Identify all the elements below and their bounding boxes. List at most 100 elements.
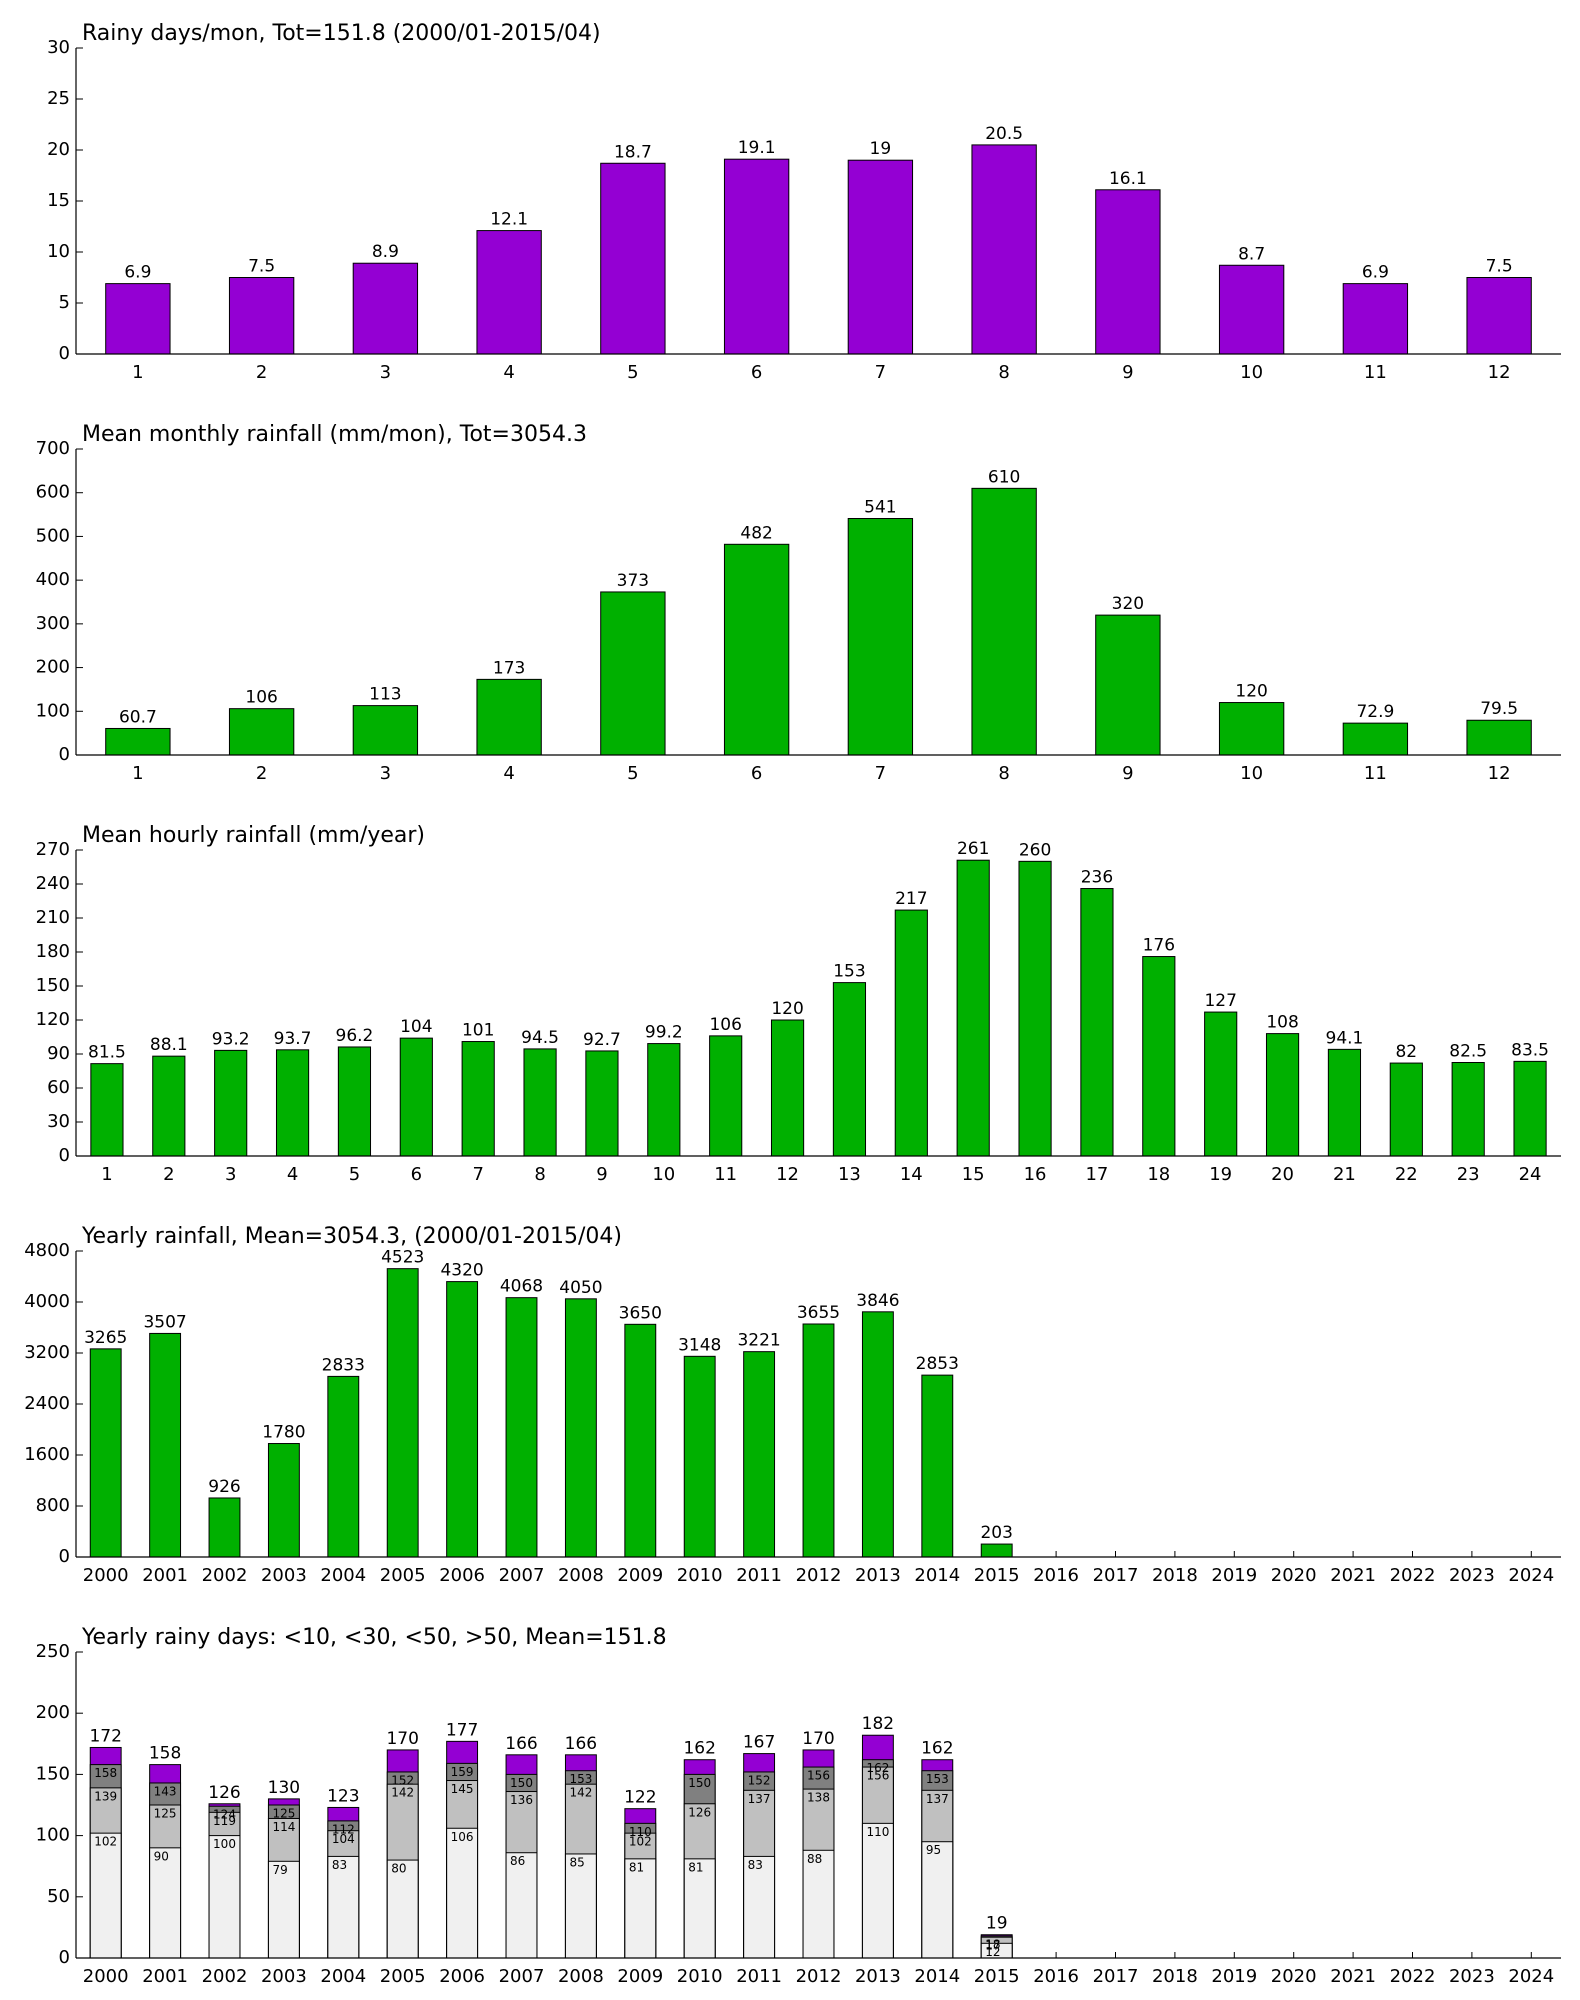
y-tick-label: 240 [36,873,70,894]
x-tick-label: 18 [1147,1164,1170,1185]
value-label: 137 [748,1792,771,1806]
bar [564,1298,597,1558]
value-label: 104 [400,1017,432,1037]
x-tick-label: 2018 [1152,1966,1198,1987]
x-tick-label: 4 [503,763,514,784]
bar [214,1049,248,1157]
x-tick-label: 2001 [142,1565,188,1586]
x-tick-label: 8 [998,362,1009,383]
bar [1466,277,1532,355]
value-label: 126 [208,1783,240,1803]
value-label: 7.5 [248,257,275,277]
x-tick-label: 22 [1395,1164,1418,1185]
value-label: 172 [89,1726,121,1746]
bar [1204,1011,1238,1157]
x-tick-label: 2014 [914,1966,960,1987]
value-label: 94.1 [1326,1028,1364,1048]
value-label: 3655 [797,1303,840,1323]
value-label: 12.1 [490,210,528,230]
x-tick-label: 2022 [1390,1565,1436,1586]
bar [723,543,790,756]
x-tick-label: 2000 [83,1966,129,1987]
value-label: 126 [688,1805,711,1819]
value-label: 104 [332,1832,355,1846]
x-tick-label: 2022 [1390,1966,1436,1987]
x-tick-label: 9 [1122,362,1133,383]
x-tick-label: 2017 [1093,1966,1139,1987]
value-label: 102 [629,1835,652,1849]
value-label: 182 [862,1714,894,1734]
bar [1218,702,1285,756]
value-label: 81.5 [88,1043,126,1063]
value-label: 236 [1081,868,1113,888]
value-label: 261 [957,839,989,859]
x-tick-label: 11 [1364,362,1387,383]
value-label: 82 [1395,1042,1417,1062]
value-label: 162 [866,1761,889,1775]
x-tick-label: 2013 [855,1565,901,1586]
x-tick-label: 3 [380,763,391,784]
bar [476,678,542,756]
bar [105,283,171,355]
value-label: 83 [748,1858,763,1872]
x-tick-label: 2013 [855,1966,901,1987]
value-label: 96.2 [336,1026,374,1046]
x-tick-label: 19 [1209,1164,1232,1185]
bar [1218,264,1285,355]
value-label: 153 [569,1772,592,1786]
chart-title: Rainy days/mon, Tot=151.8 (2000/01-2015/… [82,21,601,46]
x-tick-label: 7 [472,1164,483,1185]
value-label: 106 [709,1015,741,1035]
bar [228,708,295,756]
bar [1389,1062,1423,1157]
x-tick-label: 11 [714,1164,737,1185]
value-label: 94.5 [521,1028,559,1048]
y-tick-label: 150 [36,975,70,996]
value-label: 158 [149,1744,181,1764]
bar [832,982,867,1157]
value-label: 139 [94,1789,117,1803]
value-label: 6.9 [124,263,151,283]
value-label: 19 [986,1914,1008,1934]
x-tick-label: 2003 [261,1966,307,1987]
x-tick-label: 12 [1488,362,1511,383]
value-label: 159 [451,1765,474,1779]
x-tick-label: 2004 [320,1565,366,1586]
value-label: 18 [985,1937,1000,1951]
y-tick-label: 700 [36,438,70,459]
x-tick-label: 10 [1240,362,1263,383]
x-tick-label: 10 [1240,763,1263,784]
x-tick-label: 2 [256,763,267,784]
x-tick-label: 2004 [320,1966,366,1987]
bar-segment [861,1822,894,1959]
x-tick-label: 2016 [1033,1565,1079,1586]
value-label: 138 [807,1791,830,1805]
value-label: 106 [245,688,277,708]
bar [476,230,542,355]
y-tick-label: 0 [59,744,70,765]
value-label: 3148 [678,1335,721,1355]
value-label: 167 [743,1733,775,1753]
x-tick-label: 14 [900,1164,923,1185]
value-label: 4523 [381,1248,424,1268]
bar-segment [446,1827,479,1959]
value-label: 152 [748,1773,771,1787]
value-label: 102 [94,1835,117,1849]
value-label: 8.7 [1238,244,1265,264]
bar-segment [505,1852,538,1959]
bar [1018,860,1052,1157]
bar [956,859,990,1157]
bar [1095,189,1161,355]
y-tick-label: 0 [59,1546,70,1567]
x-tick-label: 2014 [914,1565,960,1586]
value-label: 136 [510,1793,533,1807]
x-tick-label: 12 [776,1164,799,1185]
value-label: 6.9 [1362,263,1389,283]
value-label: 3265 [84,1328,127,1348]
value-label: 3221 [737,1331,780,1351]
value-label: 95 [926,1843,941,1857]
bar [267,1443,300,1558]
value-label: 176 [1143,936,1175,956]
bar [847,159,914,355]
